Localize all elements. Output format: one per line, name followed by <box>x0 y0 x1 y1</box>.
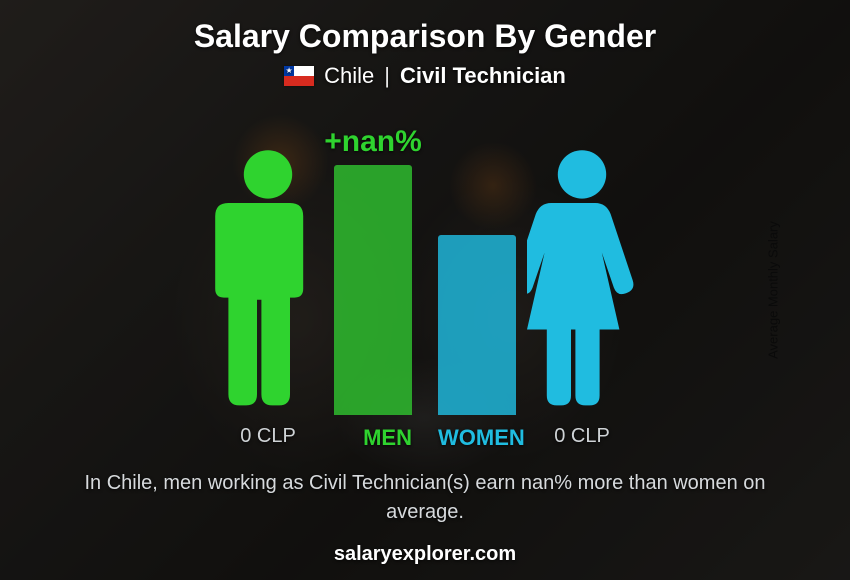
men-label: MEN <box>328 425 418 451</box>
male-icon <box>213 145 323 415</box>
page-title: Salary Comparison By Gender <box>194 18 656 55</box>
men-bar-col: +nan% <box>328 125 418 415</box>
subtitle-row: Chile | Civil Technician <box>284 63 566 89</box>
y-axis-label: Average Monthly Salary <box>766 221 781 359</box>
chart-area: +nan% <box>145 95 705 415</box>
footer-site: salaryexplorer.com <box>0 543 850 566</box>
men-value: 0 CLP <box>208 425 328 451</box>
separator: | <box>384 63 390 89</box>
women-value: 0 CLP <box>522 425 642 451</box>
country-label: Chile <box>324 63 374 89</box>
men-bar <box>334 165 412 415</box>
chile-flag-icon <box>284 66 314 86</box>
summary-text: In Chile, men working as Civil Technicia… <box>55 469 795 527</box>
men-icon-col <box>208 145 328 415</box>
women-bar <box>438 235 516 415</box>
men-percent-label: +nan% <box>324 125 422 159</box>
labels-row: 0 CLP MEN WOMEN 0 CLP <box>145 425 705 451</box>
content-wrapper: Salary Comparison By Gender Chile | Civi… <box>0 0 850 580</box>
women-bar-col <box>432 235 522 415</box>
role-label: Civil Technician <box>400 63 566 89</box>
female-icon <box>527 145 637 415</box>
gap <box>418 425 432 451</box>
women-icon-col <box>522 145 642 415</box>
women-label: WOMEN <box>432 425 522 451</box>
